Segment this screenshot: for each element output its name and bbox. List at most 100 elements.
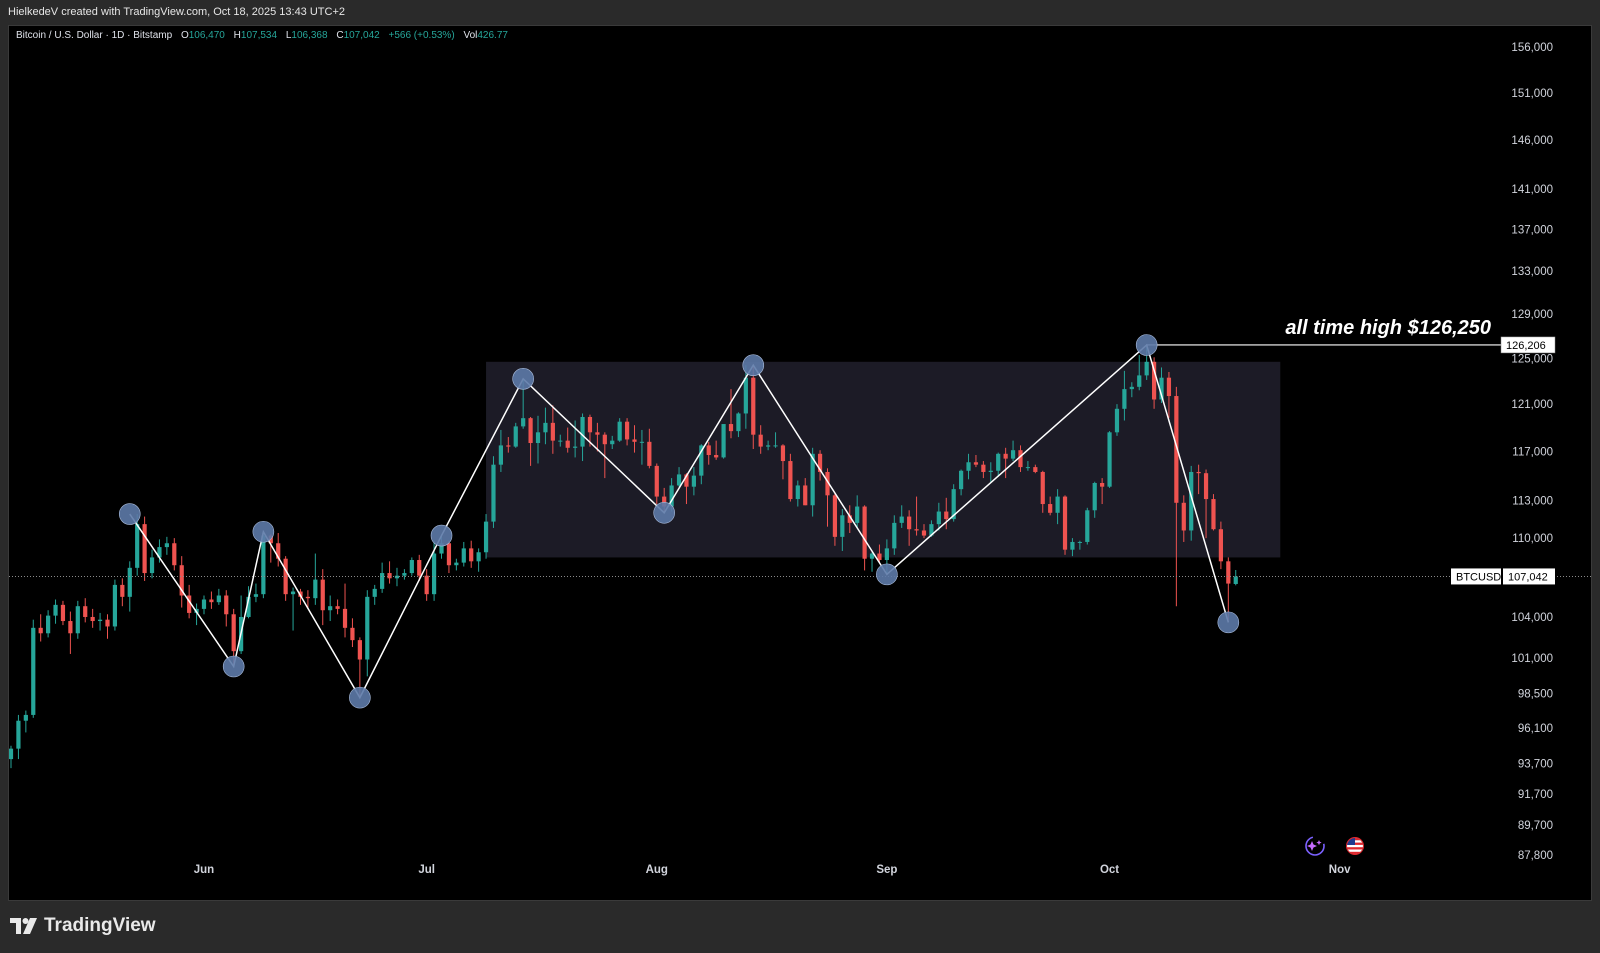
- candle[interactable]: [16, 714, 21, 760]
- candle[interactable]: [714, 440, 719, 460]
- candle[interactable]: [350, 618, 355, 648]
- candle[interactable]: [253, 583, 259, 603]
- candle[interactable]: [506, 437, 511, 453]
- candle[interactable]: [1040, 470, 1045, 513]
- candle[interactable]: [684, 473, 689, 505]
- candle[interactable]: [38, 614, 43, 642]
- candle[interactable]: [840, 509, 845, 551]
- candle[interactable]: [654, 463, 659, 505]
- candle[interactable]: [454, 558, 459, 571]
- candle[interactable]: [179, 556, 184, 608]
- candle[interactable]: [736, 412, 741, 438]
- candle[interactable]: [825, 468, 830, 527]
- candle[interactable]: [283, 556, 288, 601]
- candle[interactable]: [899, 505, 904, 528]
- candle[interactable]: [372, 584, 377, 605]
- candle[interactable]: [580, 413, 585, 462]
- candle[interactable]: [127, 561, 132, 612]
- candle[interactable]: [706, 441, 711, 465]
- candle[interactable]: [550, 405, 555, 454]
- candle[interactable]: [795, 480, 800, 507]
- candle[interactable]: [60, 600, 66, 626]
- candle[interactable]: [1048, 496, 1053, 516]
- pivot-marker[interactable]: [512, 368, 534, 390]
- candle[interactable]: [1070, 538, 1075, 557]
- candle[interactable]: [1233, 569, 1238, 586]
- candle[interactable]: [1129, 382, 1134, 398]
- candle[interactable]: [869, 552, 875, 572]
- candle[interactable]: [261, 531, 266, 599]
- candle[interactable]: [817, 450, 823, 481]
- candle[interactable]: [892, 515, 897, 555]
- candle[interactable]: [461, 541, 466, 567]
- candle[interactable]: [172, 538, 177, 571]
- candle[interactable]: [780, 444, 786, 480]
- candle[interactable]: [1211, 494, 1216, 531]
- candle[interactable]: [639, 429, 645, 465]
- candle[interactable]: [105, 614, 110, 639]
- candle[interactable]: [921, 524, 927, 539]
- candle[interactable]: [394, 567, 400, 587]
- candle[interactable]: [944, 497, 949, 530]
- candle[interactable]: [1003, 447, 1008, 479]
- candle[interactable]: [424, 569, 429, 601]
- candle[interactable]: [936, 502, 941, 531]
- candle[interactable]: [788, 453, 793, 502]
- candle[interactable]: [1033, 464, 1038, 474]
- candle[interactable]: [417, 554, 422, 581]
- candle[interactable]: [602, 432, 607, 479]
- us-flag-icon[interactable]: [1346, 837, 1364, 855]
- candle[interactable]: [973, 455, 979, 468]
- candle[interactable]: [31, 619, 36, 718]
- candle[interactable]: [476, 548, 481, 572]
- candle[interactable]: [862, 505, 867, 571]
- candle[interactable]: [624, 418, 630, 446]
- pivot-marker[interactable]: [430, 524, 453, 547]
- candle[interactable]: [83, 598, 88, 623]
- candle[interactable]: [966, 453, 971, 480]
- candle[interactable]: [1218, 521, 1223, 570]
- candle[interactable]: [1114, 404, 1120, 436]
- candle[interactable]: [1189, 465, 1194, 541]
- candle[interactable]: [513, 422, 518, 448]
- candle[interactable]: [1018, 445, 1023, 472]
- candle[interactable]: [97, 612, 103, 631]
- candle[interactable]: [907, 510, 912, 546]
- candle[interactable]: [728, 389, 734, 439]
- candle[interactable]: [276, 533, 281, 567]
- candle[interactable]: [164, 536, 169, 555]
- candle[interactable]: [498, 429, 503, 472]
- candle[interactable]: [209, 591, 214, 609]
- candle[interactable]: [1055, 489, 1060, 525]
- tradingview-brand[interactable]: TradingView: [10, 913, 156, 939]
- candle[interactable]: [996, 452, 1001, 477]
- candle[interactable]: [855, 495, 860, 528]
- candle[interactable]: [90, 608, 95, 628]
- candle[interactable]: [1107, 431, 1112, 488]
- candle[interactable]: [335, 599, 340, 615]
- candle[interactable]: [595, 422, 600, 452]
- candle[interactable]: [647, 428, 652, 469]
- candle[interactable]: [409, 557, 414, 576]
- candle[interactable]: [543, 407, 548, 445]
- candle[interactable]: [1077, 540, 1082, 550]
- candle[interactable]: [1181, 495, 1186, 542]
- candle[interactable]: [617, 418, 622, 442]
- candle[interactable]: [290, 587, 296, 631]
- candle[interactable]: [402, 569, 407, 580]
- candle[interactable]: [342, 583, 348, 638]
- candle[interactable]: [743, 365, 748, 429]
- candle[interactable]: [766, 440, 771, 451]
- price-chart[interactable]: all time high $126,250 156,000 151,000 146…: [9, 26, 1591, 900]
- candle[interactable]: [1137, 355, 1142, 391]
- candle[interactable]: [149, 549, 155, 579]
- candle[interactable]: [1025, 461, 1031, 471]
- pivot-marker[interactable]: [1135, 334, 1158, 356]
- candle[interactable]: [201, 595, 207, 615]
- candle[interactable]: [1062, 495, 1068, 555]
- candle[interactable]: [1100, 478, 1105, 505]
- candle[interactable]: [988, 462, 993, 483]
- candle[interactable]: [365, 590, 370, 677]
- candle[interactable]: [46, 610, 51, 638]
- candle[interactable]: [68, 611, 73, 654]
